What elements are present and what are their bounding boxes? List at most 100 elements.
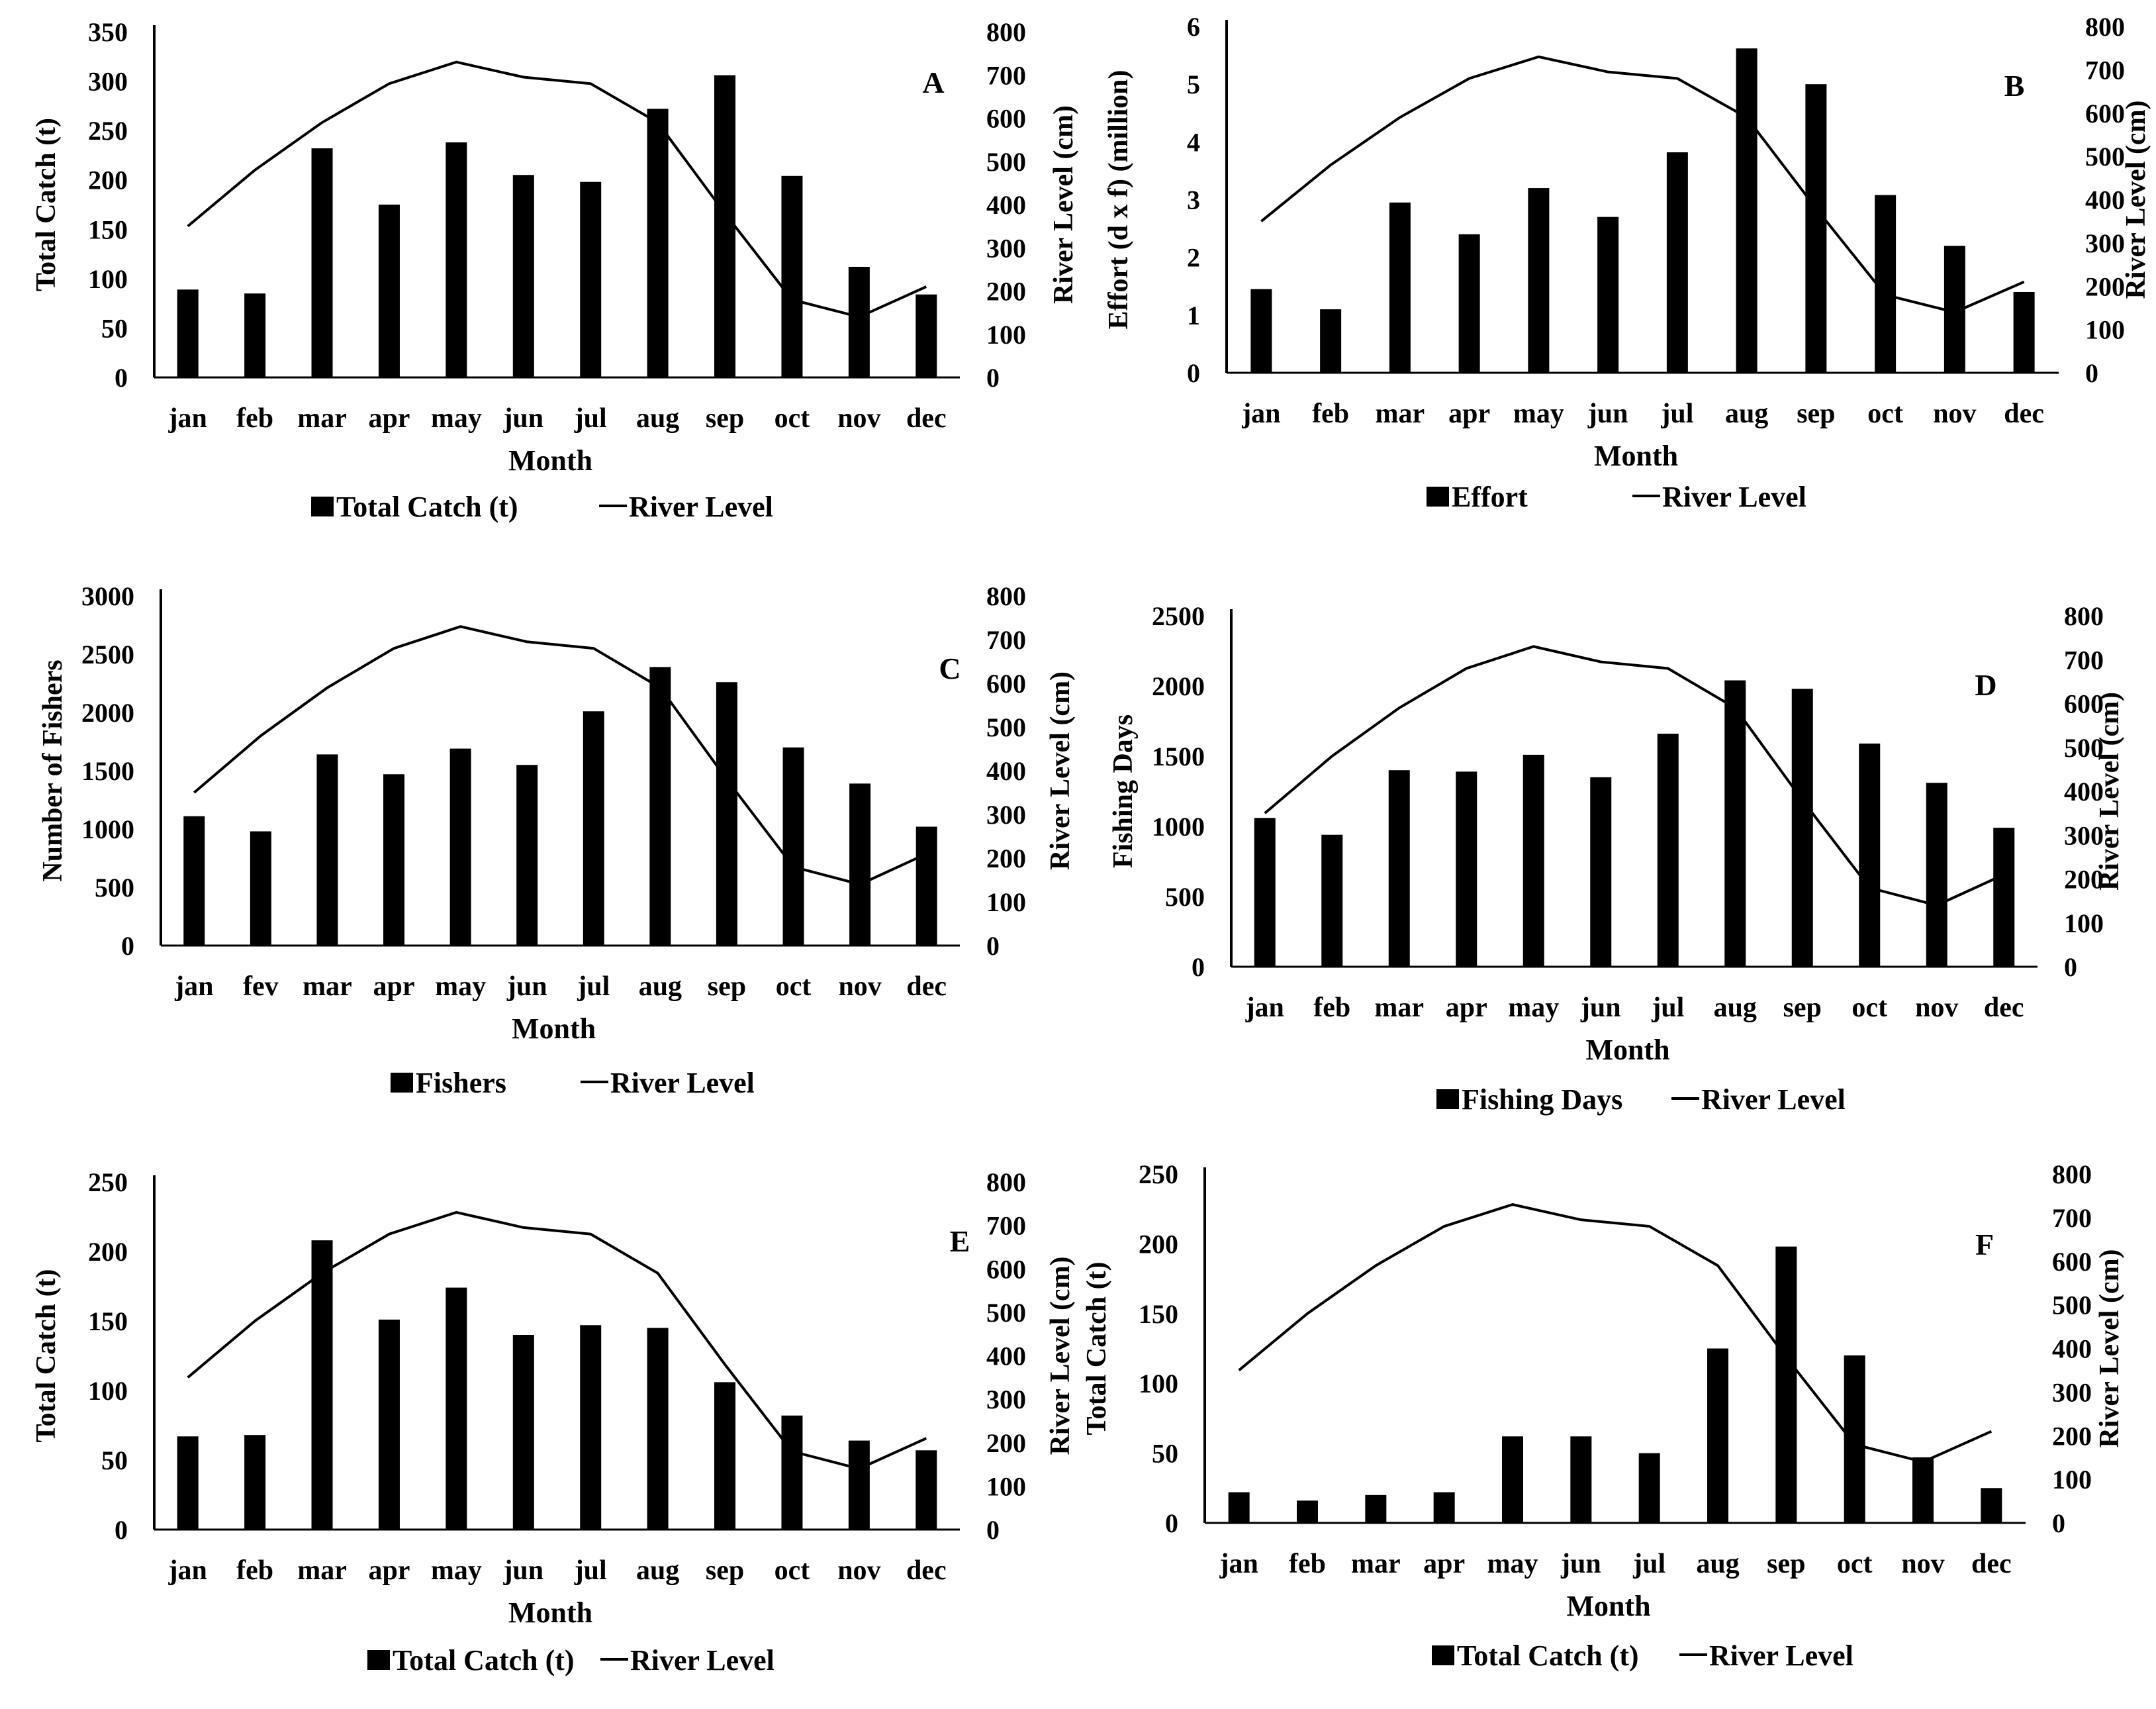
x-tick-label: sep <box>1783 993 1822 1023</box>
y2-tick-label: 400 <box>2085 185 2125 215</box>
x-tick-label: jun <box>502 403 543 434</box>
y-tick-label: 250 <box>88 1167 128 1197</box>
y2-axis-title: River Level (cm) <box>1045 671 1076 870</box>
y-tick-label: 50 <box>101 313 128 343</box>
bar-fev <box>250 831 271 946</box>
bar-may <box>1502 1436 1523 1523</box>
y2-tick-label: 800 <box>986 17 1026 47</box>
x-tick-label: jul <box>574 403 607 434</box>
y2-axis-title: River Level (cm) <box>1049 105 1079 304</box>
bar-jan <box>177 289 199 377</box>
x-tick-label: aug <box>1714 993 1757 1023</box>
legend-line-label: River Level <box>1662 481 1806 513</box>
y2-tick-label: 800 <box>986 581 1026 611</box>
bar-sep <box>1791 689 1813 967</box>
y-tick-label: 150 <box>1139 1299 1178 1329</box>
x-tick-label: sep <box>1767 1549 1805 1579</box>
x-tick-label: nov <box>837 403 880 434</box>
bar-aug <box>649 667 671 946</box>
bar-sep <box>716 682 737 946</box>
x-tick-label: oct <box>1851 993 1887 1023</box>
y-tick-label: 2000 <box>1152 671 1205 701</box>
x-tick-label: jul <box>1651 993 1684 1023</box>
y-tick-label: 50 <box>101 1445 128 1475</box>
bar-jan <box>1228 1492 1250 1523</box>
bar-jul <box>580 181 602 377</box>
y2-tick-label: 400 <box>986 190 1026 220</box>
x-tick-label: mar <box>1351 1549 1401 1579</box>
y-tick-label: 1500 <box>1152 742 1205 771</box>
river-level-line <box>1260 55 2025 314</box>
bar-dec <box>915 1450 937 1530</box>
x-tick-label: may <box>1487 1549 1538 1579</box>
bar-nov <box>848 266 870 377</box>
x-tick-label: jun <box>502 1555 543 1586</box>
x-tick-label: mar <box>303 971 352 1002</box>
y-axis-title: Total Catch (t) <box>1082 1261 1112 1435</box>
bar-feb <box>244 1435 266 1530</box>
y2-tick-label: 800 <box>986 1167 1026 1197</box>
bar-oct <box>781 1415 803 1530</box>
y2-tick-label: 100 <box>2052 1465 2092 1494</box>
x-tick-label: feb <box>1313 993 1350 1023</box>
y-tick-label: 100 <box>88 1376 128 1406</box>
river-level-line <box>1238 1203 1992 1463</box>
x-axis-title: Month <box>1594 440 1678 472</box>
x-tick-label: apr <box>368 1555 410 1586</box>
y-tick-label: 4 <box>1187 127 1200 157</box>
y2-tick-label: 300 <box>986 233 1026 263</box>
legend-bar-label: Total Catch (t) <box>393 1644 575 1677</box>
chart-panel-c: 0 500 1000 1500 2000 2500 3000 0 100 200 300 400 500… <box>38 581 1076 1099</box>
y-axis-title: Total Catch (t) <box>31 1269 62 1442</box>
x-tick-label: apr <box>1448 399 1490 429</box>
y-axis-title: Effort (d x f) (million) <box>1103 70 1134 330</box>
bar-may <box>445 1287 467 1530</box>
y-tick-label: 3000 <box>81 581 134 611</box>
bar-feb <box>1320 309 1342 373</box>
y2-tick-label: 0 <box>2085 358 2098 388</box>
y2-tick-label: 0 <box>986 363 1000 393</box>
bar-mar <box>1389 202 1411 373</box>
x-tick-label: may <box>435 971 486 1002</box>
bar-sep <box>1805 84 1827 373</box>
y-tick-label: 50 <box>1152 1439 1178 1469</box>
bar-nov <box>848 1440 870 1530</box>
legend-line-label: River Level <box>610 1067 755 1099</box>
bar-aug <box>1724 680 1746 967</box>
x-tick-label: jan <box>1245 993 1284 1023</box>
legend-bar-label: Total Catch (t) <box>1457 1639 1639 1672</box>
x-tick-label: apr <box>1446 993 1487 1023</box>
y-tick-label: 500 <box>95 873 134 903</box>
x-tick-label: sep <box>708 971 746 1002</box>
x-tick-label: may <box>431 1555 482 1586</box>
y2-tick-label: 200 <box>2085 271 2125 301</box>
bar-dec <box>915 826 937 946</box>
y-tick-label: 200 <box>1139 1229 1178 1259</box>
x-tick-label: jul <box>1660 399 1693 429</box>
x-tick-label: aug <box>639 971 682 1002</box>
y2-tick-label: 300 <box>986 1385 1026 1414</box>
bar-apr <box>383 774 405 946</box>
y2-tick-label: 200 <box>986 844 1026 873</box>
legend-line-label: River Level <box>1701 1083 1846 1116</box>
y2-tick-label: 600 <box>986 669 1026 699</box>
legend-bar-label: Effort <box>1452 481 1528 513</box>
y-tick-label: 150 <box>88 215 128 244</box>
x-tick-label: jul <box>1632 1549 1665 1579</box>
legend-line-label: River Level <box>1709 1639 1853 1672</box>
x-tick-label: jan <box>1241 399 1280 429</box>
bar-feb <box>1297 1500 1318 1523</box>
x-tick-label: aug <box>636 1555 679 1586</box>
x-axis-title: Month <box>1566 1590 1650 1622</box>
y2-tick-label: 100 <box>2064 908 2104 938</box>
bar-mar <box>1388 770 1410 967</box>
bar-dec <box>1993 828 2015 967</box>
y2-tick-label: 600 <box>2064 689 2104 719</box>
y-tick-label: 2500 <box>1152 601 1205 631</box>
x-tick-label: mar <box>1374 993 1424 1023</box>
y-tick-label: 2500 <box>81 640 134 669</box>
x-tick-label: jan <box>1219 1549 1258 1579</box>
x-tick-label: mar <box>297 1555 347 1586</box>
y2-tick-label: 400 <box>2064 777 2104 806</box>
x-tick-label: aug <box>1725 399 1768 429</box>
